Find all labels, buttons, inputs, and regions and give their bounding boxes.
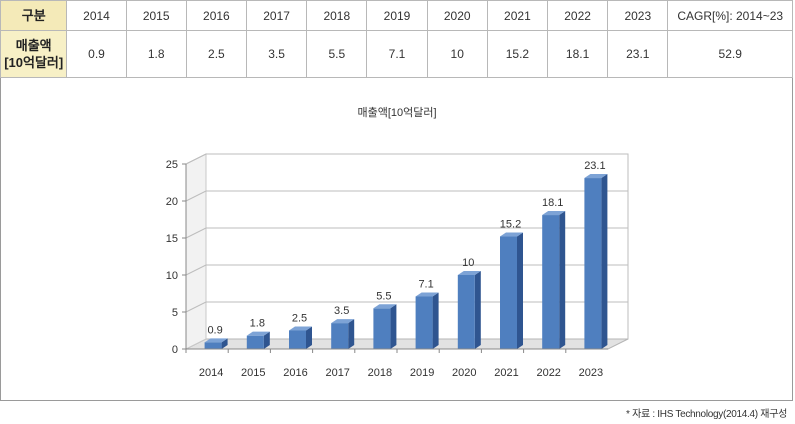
row-label-line1: 매출액 [15,38,52,53]
header-cagr: CAGR[%]: 2014~23 [667,0,793,31]
y-tick-label: 15 [166,233,178,245]
value-cell-2022: 18.1 [546,30,609,78]
revenue-table: 구분 2014 2015 2016 2017 2018 2019 2020 2021 2022 2… [0,0,793,78]
bar-side [432,292,439,349]
data-label: 2.5 [292,313,307,325]
x-tick-label: 2019 [410,367,434,379]
x-tick-label: 2021 [494,367,518,379]
bar-side [390,304,397,349]
bar-side [559,211,566,349]
chart-side-wall [185,153,207,350]
bar [331,323,349,349]
data-label: 15.2 [500,219,521,231]
bar [415,296,433,349]
bar [204,342,222,349]
header-year-2016: 2016 [185,0,247,31]
bar-top [500,232,523,237]
data-label: 0.9 [207,324,222,336]
bar-top [373,304,397,309]
data-label: 18.1 [542,197,563,209]
value-cell-2018: 5.5 [306,30,368,78]
bar-top [331,319,355,324]
value-cell-2021: 15.2 [486,30,549,78]
source-note: * 자료 : IHS Technology(2014.4) 재구성 [626,409,787,420]
bar-top [204,338,228,343]
bar-side [221,338,228,349]
gridline-diag [185,264,207,276]
x-tick-label: 2022 [536,367,560,379]
header-year-2019: 2019 [366,0,428,31]
bar-top [246,331,270,336]
header-year-2015: 2015 [125,0,187,31]
value-cell-2015: 1.8 [125,30,187,78]
header-year-2018: 2018 [306,0,368,31]
y-tick-label: 5 [172,307,178,319]
y-tick-label: 0 [172,344,178,356]
y-tick-label: 25 [166,159,178,171]
data-label: 3.5 [334,305,349,317]
bar-side [517,232,523,349]
value-cell-2017: 3.5 [245,30,308,78]
header-year-2023: 2023 [607,0,669,31]
bar-side [474,271,481,349]
bar [246,335,264,349]
bar-side [263,331,270,349]
bar-chart: 매출액[10억달러] 0 5 10 15 20 25 0.9 2014 1.8 2015 2.5 201… [166,106,629,379]
chart-area: 매출액[10억달러] 0 5 10 15 20 25 0.9 2014 1.8 2015 2.5 201… [0,76,793,401]
bar [542,215,560,349]
bar-top [289,326,312,331]
value-cell-2016: 2.5 [185,30,247,78]
row-label-line2: [10억달러] [4,55,64,70]
data-label: 23.1 [584,160,605,172]
chart-title: 매출액[10억달러] [357,106,436,119]
gridline-diag [185,153,207,165]
bar-top [457,271,481,275]
bar [289,330,306,349]
x-tick-label: 2020 [452,367,476,379]
y-tick-label: 20 [166,196,178,208]
bar-side [306,326,312,349]
header-year-2020: 2020 [426,0,488,31]
bar [584,178,602,349]
data-label: 10 [462,257,474,269]
value-cell-2020: 10 [426,30,488,78]
data-label: 1.8 [250,318,265,330]
value-cagr: 52.9 [667,30,793,78]
value-cell-2019: 7.1 [366,30,428,78]
table-value-row: 매출액 [10억달러] 0.9 1.8 2.5 3.5 5.5 7.1 10 15.2 18.1… [0,30,793,78]
header-year-2021: 2021 [486,0,549,31]
bar-side [348,319,355,349]
header-year-2014: 2014 [66,0,127,31]
data-label: 5.5 [376,290,391,302]
bar-top [415,292,439,297]
table-header-row: 구분 2014 2015 2016 2017 2018 2019 2020 2021 2022 2… [0,0,793,31]
x-tick-label: 2014 [199,367,223,379]
x-tick-label: 2018 [368,367,392,379]
value-cell-2023: 23.1 [607,30,669,78]
data-label: 7.1 [418,278,433,290]
bar-side [601,174,608,349]
x-tick-label: 2023 [579,367,603,379]
bar-top [542,211,566,216]
gridline-diag [185,301,207,313]
header-year-2022: 2022 [546,0,609,31]
gridline-diag [185,227,207,239]
row-label: 매출액 [10억달러] [0,30,68,78]
value-cell-2014: 0.9 [66,30,127,78]
gridline-diag [185,190,207,202]
y-tick-label: 10 [166,270,178,282]
bar-top [584,174,608,179]
x-tick-label: 2017 [325,367,349,379]
header-year-2017: 2017 [245,0,308,31]
header-label: 구분 [0,0,68,31]
x-tick-label: 2015 [241,367,265,379]
x-tick-label: 2016 [283,367,307,379]
bar [457,275,475,349]
bar [500,236,517,349]
bar [373,308,391,349]
